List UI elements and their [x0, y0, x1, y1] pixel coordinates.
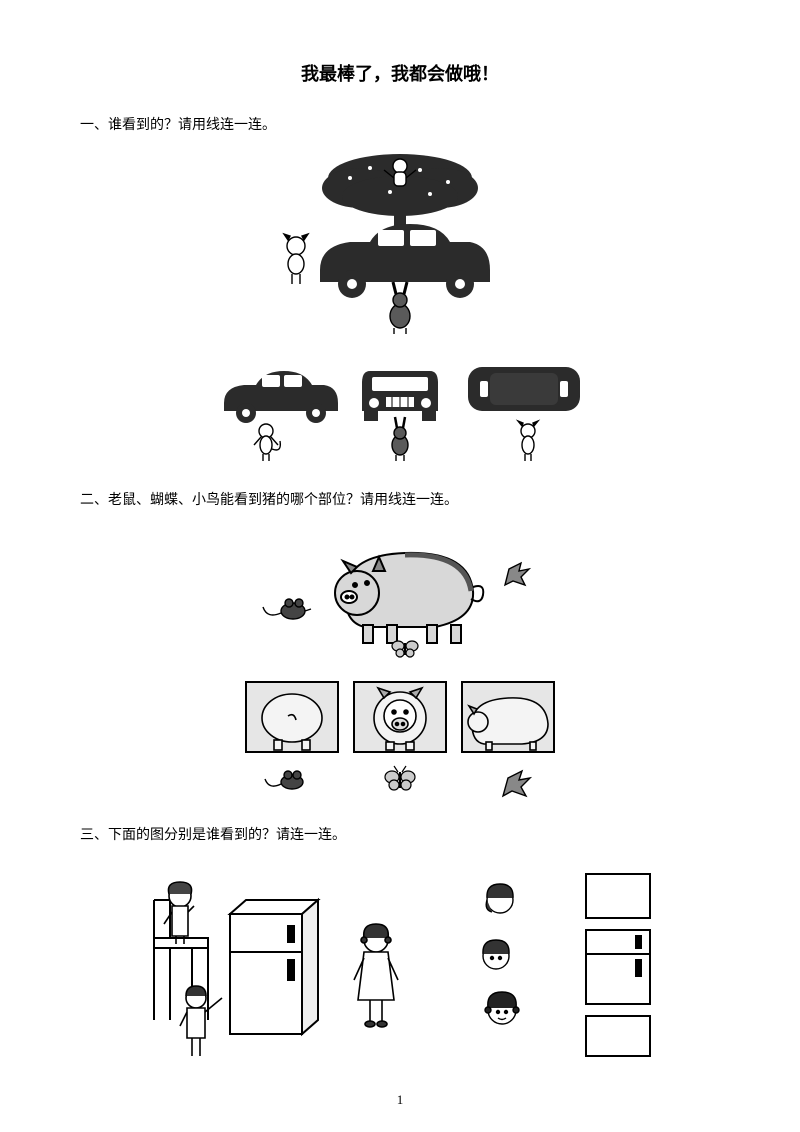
- q1-options-svg: [210, 353, 590, 471]
- question-1: 一、谁看到的？请用线连一连。: [80, 114, 720, 134]
- q3-scene-figure: [80, 860, 720, 1060]
- page-title: 我最棒了，我都会做哦！: [80, 60, 720, 86]
- question-2: 二、老鼠、蝴蝶、小鸟能看到猪的哪个部位？请用线连一连。: [80, 489, 720, 509]
- question-3: 三、下面的图分别是谁看到的？请连一连。: [80, 824, 720, 844]
- q2-scene-svg: [255, 525, 545, 660]
- q2-options-figure: [80, 678, 720, 806]
- q1-options-figure: [80, 353, 720, 471]
- q2-options-svg: [240, 678, 560, 806]
- q1-scene-svg: [260, 150, 540, 335]
- q1-scene-figure: [80, 150, 720, 335]
- page-number: 1: [397, 1092, 404, 1108]
- q2-scene-figure: [80, 525, 720, 660]
- q3-scene-svg: [130, 860, 670, 1060]
